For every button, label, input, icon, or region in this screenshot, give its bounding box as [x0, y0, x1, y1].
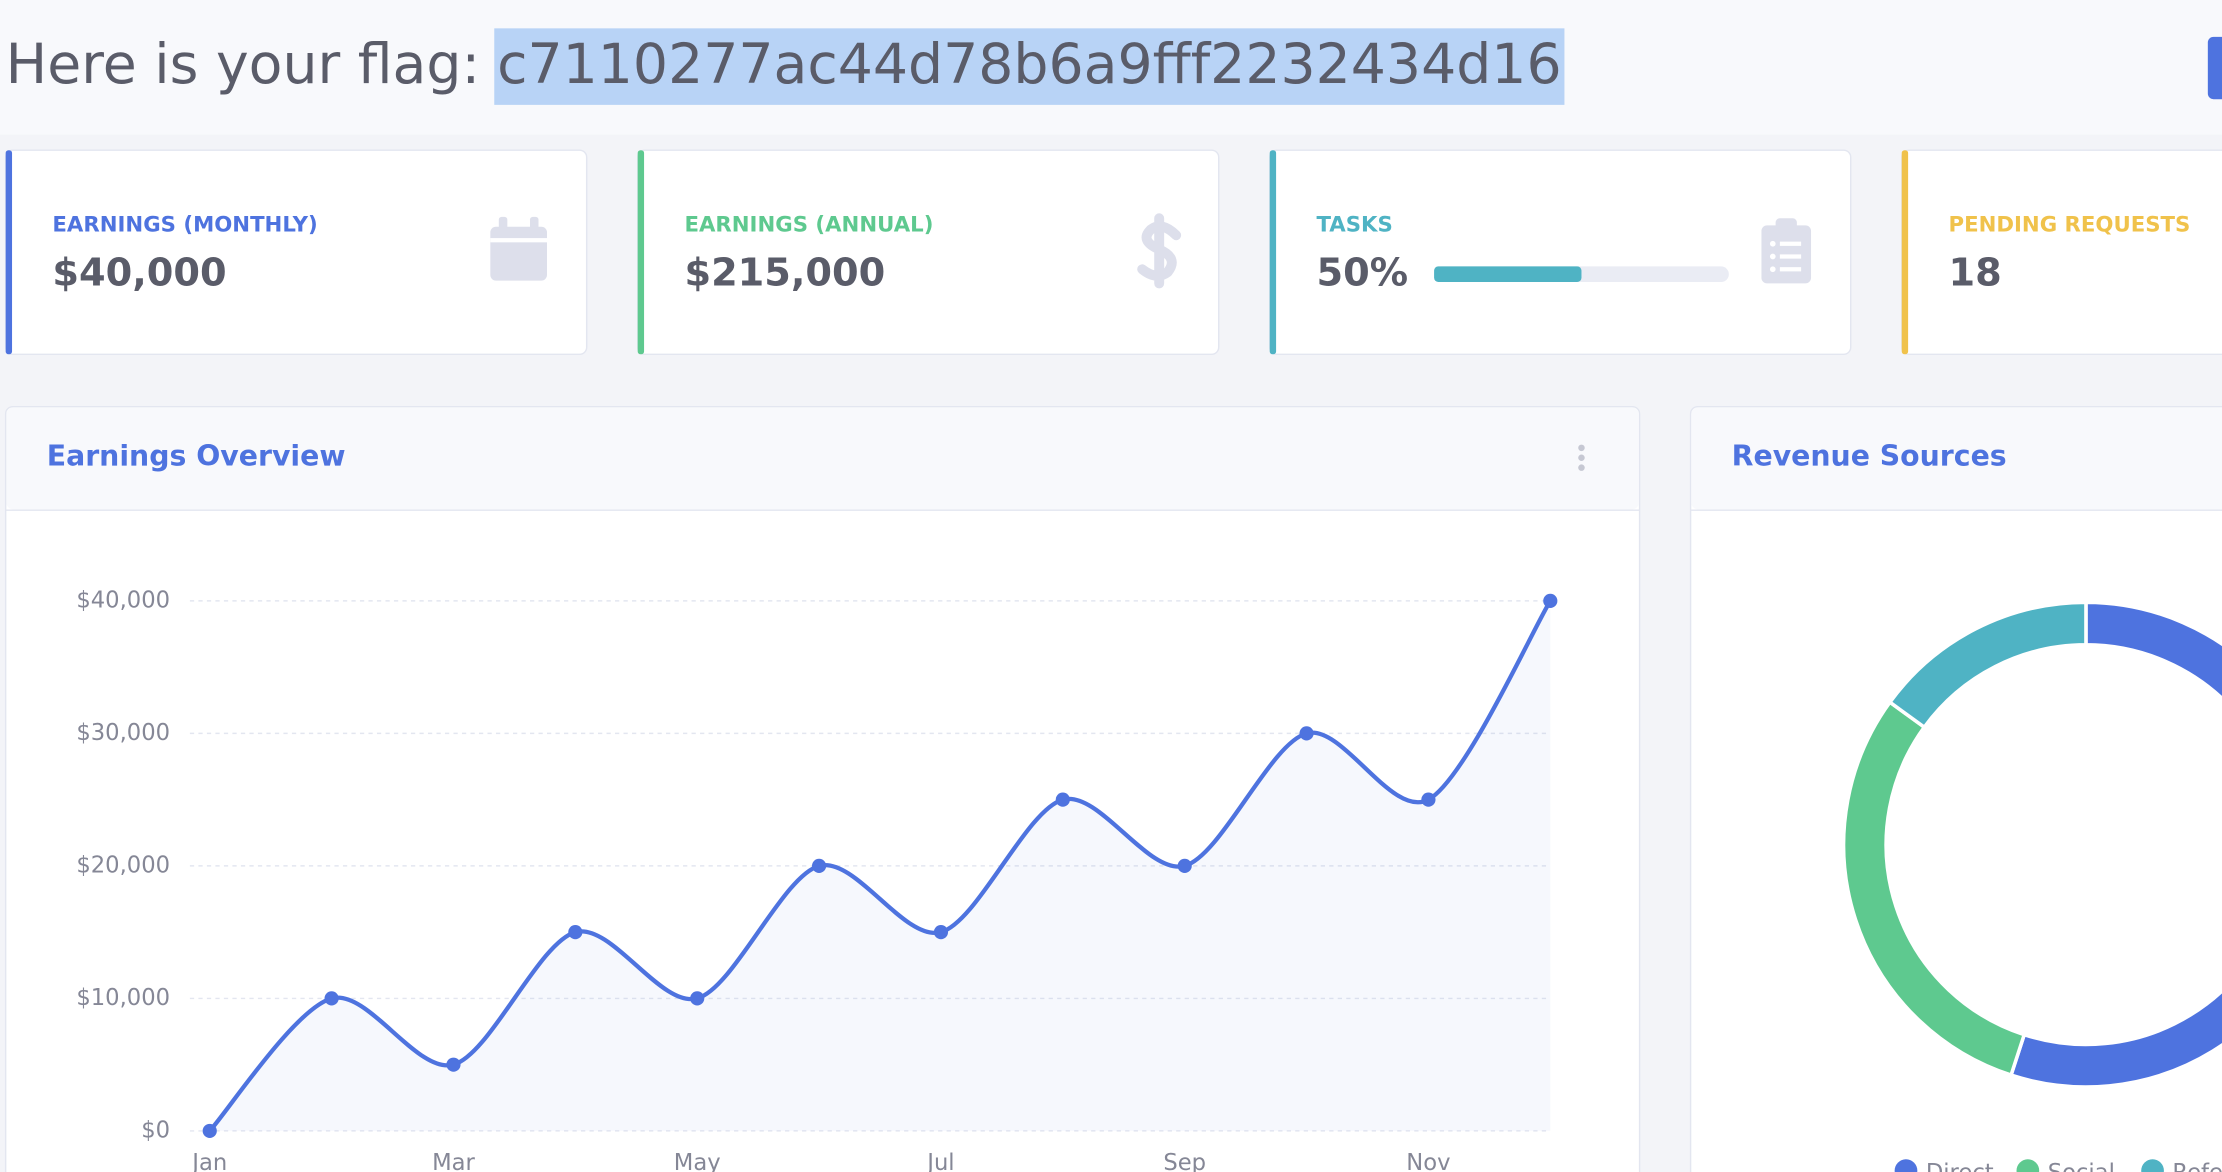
donut-chart: Direct Social Referral [1841, 600, 2222, 1172]
card-value: 50% [1316, 250, 1408, 295]
icon [1769, 253, 1776, 260]
legend-swatch [2141, 1159, 2164, 1172]
card-bg [1269, 149, 1852, 356]
x-tick-label: Sep [1163, 1150, 1206, 1172]
y-tick-label: $30,000 [76, 720, 170, 746]
icon [1137, 213, 1182, 289]
selection-highlight [494, 28, 1565, 105]
point [690, 991, 705, 1006]
stat-card: EARNINGS (MONTHLY) $40,000 [4, 149, 588, 356]
card-header [6, 407, 1639, 510]
icon [498, 216, 508, 231]
point [1055, 792, 1070, 807]
icon [490, 238, 547, 243]
x-tick-label: Jul [925, 1150, 954, 1172]
x-tick-label: May [674, 1150, 721, 1172]
card-accent [1901, 150, 1909, 355]
point [1421, 792, 1436, 807]
donut-segment [1887, 600, 2088, 730]
card-header [1691, 407, 2222, 510]
icon [529, 216, 539, 231]
point [446, 1057, 461, 1072]
stat-card: PENDING REQUESTS 18 [1901, 149, 2222, 355]
y-tick-label: $0 [141, 1117, 170, 1143]
chart-card [1689, 406, 2222, 1172]
point [933, 925, 949, 940]
card-accent [637, 150, 645, 355]
line-chart: $0 $10,000 $20,000 $30,000 $40,000 Jan Mar May J… [76, 587, 1558, 1172]
menu-dots[interactable] [1578, 444, 1585, 471]
cards: EARNINGS (MONTHLY) $40,000 EARNINGS (ANNUA… [4, 149, 2222, 356]
card-label: PENDING REQUESTS [1949, 212, 2191, 237]
point [1177, 858, 1192, 873]
point [202, 1123, 217, 1138]
icon [1779, 241, 1802, 246]
y-tick-label: $10,000 [76, 985, 170, 1011]
stat-card: TASKS 50% [1269, 149, 1852, 356]
icon [1769, 266, 1776, 273]
point [324, 991, 339, 1006]
point [568, 925, 583, 940]
legend-label: Social [2048, 1160, 2115, 1172]
line-area [209, 600, 1551, 1131]
donut-segment [2008, 600, 2222, 1089]
card-label: TASKS [1316, 212, 1392, 237]
legend-swatch [1894, 1159, 1918, 1172]
icon [1779, 254, 1802, 259]
flag-value[interactable]: c7110277ac44d78b6a9fff2232434d16 [497, 33, 1562, 97]
card-accent [1269, 150, 1277, 355]
y-tick-label: $20,000 [76, 852, 170, 878]
point [811, 858, 827, 873]
x-tick-label: Mar [432, 1150, 475, 1172]
point [1543, 593, 1558, 608]
chart-card [4, 406, 1641, 1172]
card-title: Revenue Sources [1732, 440, 2007, 473]
card-value: $215,000 [684, 250, 885, 295]
legend-label: Direct [1926, 1160, 1994, 1172]
flag-label: Here is your flag: [6, 33, 480, 97]
icon [1769, 240, 1776, 247]
legend-swatch [2016, 1159, 2040, 1172]
button[interactable] [2207, 36, 2222, 100]
card-value: 18 [1949, 250, 2002, 295]
y-tick-label: $40,000 [76, 587, 170, 613]
icon [1779, 267, 1802, 272]
card-label: EARNINGS (MONTHLY) [52, 212, 317, 237]
icon [1775, 218, 1797, 231]
legend-label: Referral [2172, 1160, 2222, 1172]
card-label: EARNINGS (ANNUAL) [684, 212, 933, 237]
x-tick-label: Jan [190, 1150, 227, 1172]
point [1299, 726, 1314, 741]
x-tick-label: Nov [1406, 1150, 1450, 1172]
icon [490, 226, 547, 281]
card-value: $40,000 [52, 250, 226, 295]
card-title: Earnings Overview [47, 440, 346, 473]
card-accent [5, 150, 13, 355]
stat-card: EARNINGS (ANNUAL) $215,000 [636, 149, 1220, 356]
progress-bar [1434, 266, 1582, 283]
